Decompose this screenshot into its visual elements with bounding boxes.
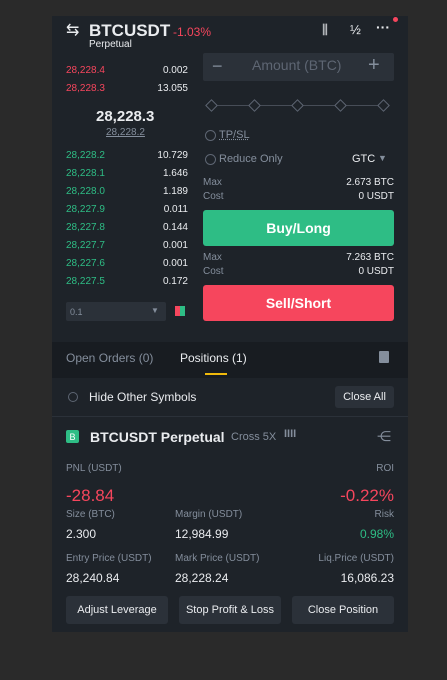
book-price: 28,228.2: [66, 150, 105, 161]
amount-input[interactable]: [203, 53, 394, 81]
book-layout-icon[interactable]: [175, 306, 185, 316]
field-value: -0.22%: [340, 486, 394, 505]
app: ⇆ BTCUSDT -1.03% Perpetual ⫼ ½ ··· 28,22…: [52, 16, 408, 632]
book-qty: 10.729: [157, 150, 188, 161]
field-value: -28.84: [66, 486, 115, 505]
max-label: Max: [203, 177, 222, 188]
doc-icon[interactable]: [379, 351, 389, 363]
book-qty: 0.172: [162, 276, 188, 287]
field-value: 28,240.84: [66, 571, 120, 585]
symbol[interactable]: BTCUSDT: [89, 21, 171, 40]
swap-icon[interactable]: ⇆: [66, 22, 80, 39]
hide-label: Hide Other Symbols: [89, 390, 197, 404]
book-price: 28,228.4: [66, 65, 105, 76]
book-price: 28,227.8: [66, 222, 105, 233]
slider-dot[interactable]: [334, 99, 347, 112]
book-price: 28,228.3: [66, 83, 105, 94]
mark-price: 28,228.2: [106, 127, 145, 138]
depth-select[interactable]: [66, 302, 166, 321]
field-label: Entry Price (USDT): [66, 553, 152, 564]
field-value: 16,086.23: [340, 571, 394, 585]
book-price: 28,227.9: [66, 204, 105, 215]
cost-value: 0 USDT: [358, 191, 394, 202]
caret: ▼: [151, 306, 159, 315]
more-icon[interactable]: ···: [376, 19, 390, 35]
book-price: 28,228.1: [66, 168, 105, 179]
close-all-button[interactable]: Close All: [335, 386, 394, 408]
book-price: 28,228.0: [66, 186, 105, 197]
depth-value: 0.1: [70, 307, 83, 317]
book-qty: 0.001: [162, 240, 188, 251]
field-label: ROI: [376, 463, 394, 474]
share-icon[interactable]: ⋲: [377, 428, 391, 444]
book-qty: 0.001: [162, 258, 188, 269]
book-qty: 0.002: [162, 65, 188, 76]
divider: [52, 416, 408, 417]
max-label: Max: [203, 252, 222, 263]
plus[interactable]: +: [368, 54, 380, 76]
slider-dot[interactable]: [205, 99, 218, 112]
tif-caret: ▼: [378, 153, 387, 163]
book-qty: 1.189: [162, 186, 188, 197]
slider-dot[interactable]: [248, 99, 261, 112]
action-button[interactable]: Adjust Leverage: [66, 596, 168, 624]
last-price: 28,228.3: [96, 108, 155, 125]
cost-label: Cost: [203, 191, 224, 202]
side-badge: B: [66, 430, 79, 443]
book-qty: 13.055: [157, 83, 188, 94]
action-button[interactable]: Stop Profit & Loss: [179, 596, 281, 624]
max-value: 2.673 BTC: [346, 177, 394, 188]
buy-button[interactable]: Buy/Long: [203, 210, 394, 246]
action-button[interactable]: Close Position: [292, 596, 394, 624]
tabs-bar: [52, 342, 408, 378]
field-value: 12,984.99: [175, 527, 229, 541]
cost-label: Cost: [203, 266, 224, 277]
field-label: PNL (USDT): [66, 463, 122, 474]
hide-radio[interactable]: [68, 392, 78, 402]
book-qty: 0.144: [162, 222, 188, 233]
slider-dot[interactable]: [291, 99, 304, 112]
chart-icon[interactable]: ⫼: [322, 22, 328, 37]
tpsl-label: TP/SL: [219, 129, 250, 141]
tab-underline: [205, 373, 227, 375]
sell-button[interactable]: Sell/Short: [203, 285, 394, 321]
tab[interactable]: Open Orders (0): [66, 351, 154, 365]
book-qty: 1.646: [162, 168, 188, 179]
tif[interactable]: GTC: [352, 153, 376, 165]
subtitle: Perpetual: [89, 39, 132, 50]
slider-dot[interactable]: [377, 99, 390, 112]
field-value: 0.98%: [359, 527, 394, 541]
field-value: 2.300: [66, 527, 97, 541]
field-value: 28,228.24: [175, 571, 229, 585]
book-price: 28,227.6: [66, 258, 105, 269]
reduce-label: Reduce Only: [219, 153, 283, 165]
bars-icon: IIII: [284, 428, 297, 440]
change: -1.03%: [173, 25, 212, 39]
field-label: Liq.Price (USDT): [318, 553, 394, 564]
book-price: 28,227.5: [66, 276, 105, 287]
field-label: Margin (USDT): [175, 509, 243, 520]
position-symbol: BTCUSDT Perpetual: [90, 429, 225, 445]
field-label: Size (BTC): [66, 509, 115, 520]
reduce-check[interactable]: [205, 154, 216, 165]
position-mode: Cross 5X: [231, 431, 277, 443]
field-label: Risk: [374, 509, 394, 520]
book-qty: 0.011: [163, 204, 188, 215]
tpsl-check[interactable]: [205, 130, 216, 141]
tab-active[interactable]: Positions (1): [180, 351, 247, 365]
max-value: 7.263 BTC: [346, 252, 394, 263]
calc-icon[interactable]: ½: [350, 22, 361, 37]
book-price: 28,227.7: [66, 240, 105, 251]
notify-dot: [393, 17, 398, 22]
cost-value: 0 USDT: [358, 266, 394, 277]
amount-placeholder: Amount (BTC): [252, 57, 342, 73]
field-label: Mark Price (USDT): [175, 553, 260, 564]
minus[interactable]: −: [212, 56, 223, 76]
